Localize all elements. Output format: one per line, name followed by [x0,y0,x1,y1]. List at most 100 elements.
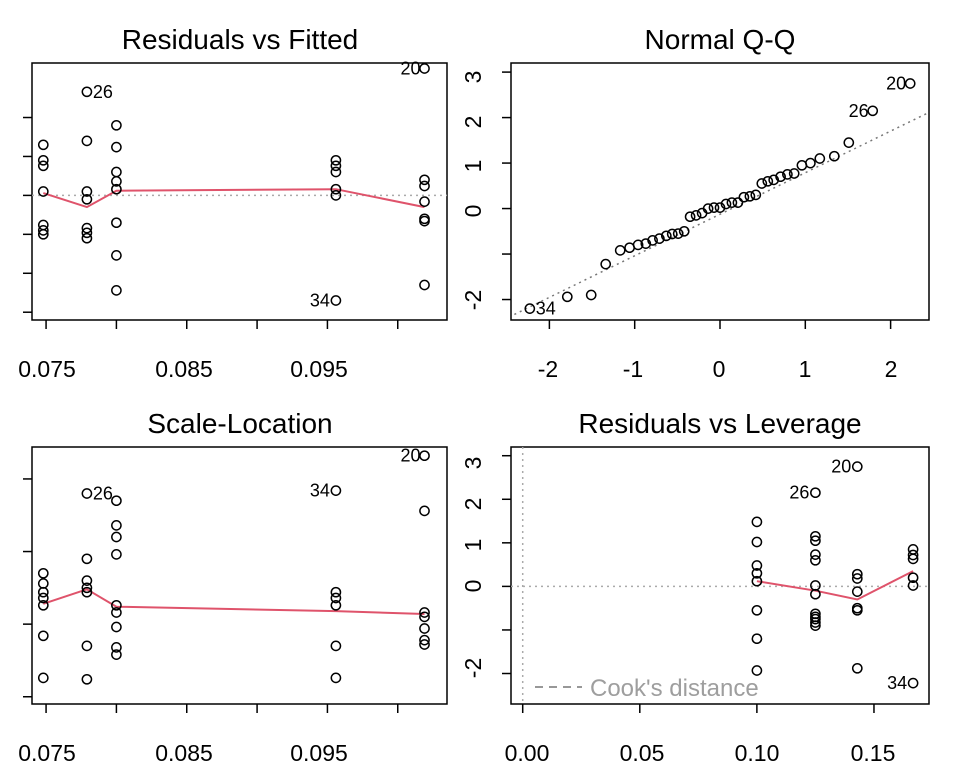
data-point [419,174,430,186]
data-point [738,191,750,203]
data-point [702,203,714,214]
data-point [419,505,430,517]
x-tick-label: 1 [799,356,812,382]
x-tick-label: 0.095 [290,356,348,382]
data-point [37,160,49,172]
data-point [111,119,122,131]
data-point [690,210,702,221]
data-point [751,536,763,548]
data-point [751,665,763,676]
point-label: 34 [310,291,330,311]
data-point [419,623,430,634]
data-point [330,160,342,172]
data-point [419,196,430,207]
data-point [762,175,774,187]
smooth-line [42,188,425,209]
x-tick-label: 0.085 [155,740,213,766]
data-point [330,586,342,598]
point-label: 20 [400,446,420,466]
data-point [330,295,342,306]
data-point [647,235,658,246]
data-point [37,186,49,197]
data-point [810,554,821,566]
x-tick-label: -2 [538,356,558,382]
panel-residuals-vs-leverage: Residuals vs Leverage 0.00 0.05 0.10 0.1… [460,408,930,766]
data-point [788,168,800,179]
data-point [828,150,840,162]
y-tick-label: 3 [460,457,486,470]
data-point [111,217,122,229]
data-point [684,211,696,223]
data-point [732,197,744,208]
y-tick-label: 2 [460,116,486,129]
panel-normal-qq: Normal Q-Q -2 -1 0 1 2 3 2 1 0 -2 20 26 34 [460,24,930,382]
point-label: 26 [789,483,809,503]
data-point [330,592,342,604]
data-point [419,639,430,650]
data-point [782,169,793,180]
data-point [660,230,672,242]
data-point [810,487,821,499]
data-point [419,634,430,646]
data-point [37,228,49,240]
y-tick-label: 1 [460,539,486,552]
data-point [810,588,821,600]
smooth-line [756,570,914,601]
data-point [751,567,763,579]
panel-title: Residuals vs Fitted [122,24,359,55]
data-point [81,488,93,499]
data-point [330,599,342,611]
data-point [810,535,821,547]
y-tick-label: 0 [460,205,486,218]
x-tick-label: 0.075 [18,740,76,766]
smooth-line [42,588,425,615]
plot-frame [31,62,448,321]
data-point [81,232,93,244]
y-tick-label: 2 [460,498,486,511]
data-point [419,180,430,192]
data-point [904,78,916,89]
panel-residuals-vs-fitted: Residuals vs Fitted 0.075 0.085 0.095 26… [18,24,448,382]
data-point [640,238,652,249]
plot-frame [510,446,930,705]
data-point [37,586,49,598]
data-point [810,617,821,628]
data-point [330,485,342,496]
data-point [81,640,93,652]
x-tick-label: 0.075 [18,356,76,382]
data-point [768,174,780,186]
data-point [585,289,597,301]
data-point [524,303,536,314]
data-point [37,154,49,166]
x-tick-label: 2 [885,356,898,382]
data-point [81,186,93,197]
data-point [111,599,122,611]
data-point [907,553,919,565]
data-point [714,202,726,213]
data-point [851,573,863,584]
data-point [720,198,732,210]
data-point [672,228,684,239]
data-point [111,141,122,153]
data-point [37,225,49,236]
data-point [678,225,690,237]
point-label: 26 [93,484,113,504]
data-point [37,139,49,151]
data-point [419,279,430,291]
data-point [111,649,122,660]
data-point [851,586,863,597]
data-point [810,580,821,591]
data-point [81,582,93,594]
data-point [419,450,430,462]
point-label: 26 [93,82,113,102]
data-point [851,568,863,580]
data-point [111,285,122,296]
qq-reference-line [511,111,929,317]
point-label: 20 [886,74,906,94]
data-point [810,620,821,631]
data-point [81,135,93,147]
data-point [111,166,122,178]
data-point [907,549,919,561]
data-point [796,159,808,171]
data-point [37,599,49,611]
